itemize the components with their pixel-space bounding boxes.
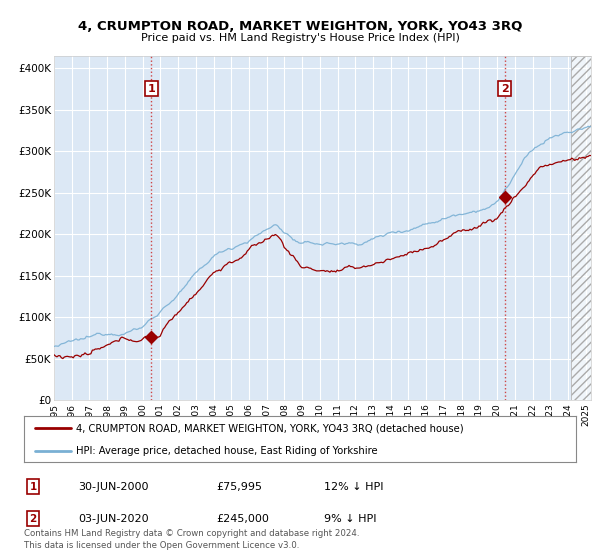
Text: 03-JUN-2020: 03-JUN-2020 <box>78 514 149 524</box>
Text: 4, CRUMPTON ROAD, MARKET WEIGHTON, YORK, YO43 3RQ (detached house): 4, CRUMPTON ROAD, MARKET WEIGHTON, YORK,… <box>76 423 464 433</box>
Text: 1: 1 <box>148 83 155 94</box>
Text: 2: 2 <box>29 514 37 524</box>
Text: 4, CRUMPTON ROAD, MARKET WEIGHTON, YORK, YO43 3RQ: 4, CRUMPTON ROAD, MARKET WEIGHTON, YORK,… <box>78 20 522 34</box>
Text: 30-JUN-2000: 30-JUN-2000 <box>78 482 149 492</box>
Text: 1: 1 <box>29 482 37 492</box>
Text: 2: 2 <box>500 83 508 94</box>
Text: Contains HM Land Registry data © Crown copyright and database right 2024.
This d: Contains HM Land Registry data © Crown c… <box>24 529 359 550</box>
Text: £75,995: £75,995 <box>216 482 262 492</box>
Text: HPI: Average price, detached house, East Riding of Yorkshire: HPI: Average price, detached house, East… <box>76 446 378 455</box>
Text: 12% ↓ HPI: 12% ↓ HPI <box>324 482 383 492</box>
Text: 9% ↓ HPI: 9% ↓ HPI <box>324 514 377 524</box>
Text: Price paid vs. HM Land Registry's House Price Index (HPI): Price paid vs. HM Land Registry's House … <box>140 33 460 43</box>
Text: £245,000: £245,000 <box>216 514 269 524</box>
